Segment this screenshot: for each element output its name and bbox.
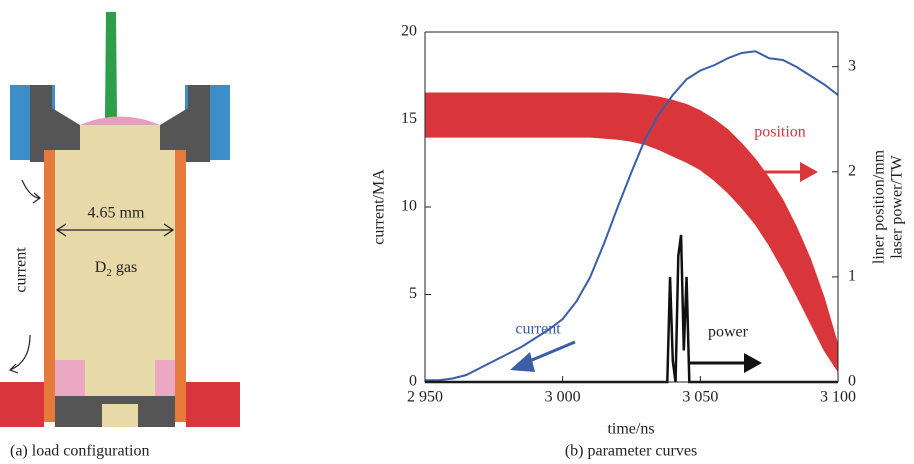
liner-wall: [44, 150, 55, 422]
y-tick-label: 20: [401, 23, 417, 40]
series-label: power: [708, 324, 749, 341]
y2-tick-label: 0: [848, 373, 856, 390]
y2-axis-label: liner position/mm: [871, 149, 888, 264]
y-tick-label: 10: [401, 198, 417, 215]
current-arrow: [21, 179, 41, 204]
caption: (b) parameter curves: [565, 443, 697, 460]
load-diagram: 4.65 mm current D2 gas (a) load configura…: [0, 12, 240, 460]
laser-beam: [105, 12, 117, 118]
liner-wall: [175, 150, 186, 422]
series-label: current: [515, 321, 561, 338]
annotations: [510, 162, 818, 373]
cap: [30, 85, 80, 162]
x-tick-label: 3 000: [545, 389, 581, 406]
gas-label: D2 gas: [95, 259, 137, 279]
x-tick-label: 3 100: [820, 389, 856, 406]
gas-suffix: gas: [116, 259, 137, 276]
gas-symbol: D: [95, 259, 107, 276]
x-axis-label: time/ns: [607, 421, 654, 438]
current-line: [425, 50, 839, 382]
y-axis-label: current/MA: [371, 169, 388, 245]
current-label: current: [13, 247, 30, 293]
gas-subscript: 2: [106, 267, 112, 279]
y-tick-label: 15: [401, 110, 417, 127]
pink-block: [55, 360, 85, 396]
arrow-head: [800, 162, 818, 182]
cap: [160, 85, 210, 162]
arrow-head: [510, 352, 535, 372]
caption: (a) load configuration: [10, 443, 150, 460]
current-arrow: [8, 334, 31, 374]
y2-axis-label: laser power/TW: [889, 154, 906, 258]
pink-block: [155, 360, 175, 396]
y2-tick-label: 1: [848, 268, 856, 285]
electrode: [186, 382, 240, 427]
power-line: [425, 234, 838, 384]
gas-fill: [55, 125, 185, 400]
electrode: [0, 382, 44, 427]
dimension-arrows: [55, 223, 175, 237]
y2-tick-label: 3: [848, 57, 856, 74]
series-label: position: [754, 124, 806, 141]
y-tick-label: 5: [409, 285, 417, 302]
arrow-head: [744, 353, 762, 373]
y-tick-label: 0: [409, 373, 417, 390]
base-gap: [102, 404, 138, 427]
width-label: 4.65 mm: [88, 205, 145, 222]
x-tick-label: 3 050: [682, 389, 718, 406]
y2-tick-label: 2: [848, 162, 856, 179]
window: [80, 116, 160, 125]
x-tick-label: 2 950: [407, 389, 443, 406]
